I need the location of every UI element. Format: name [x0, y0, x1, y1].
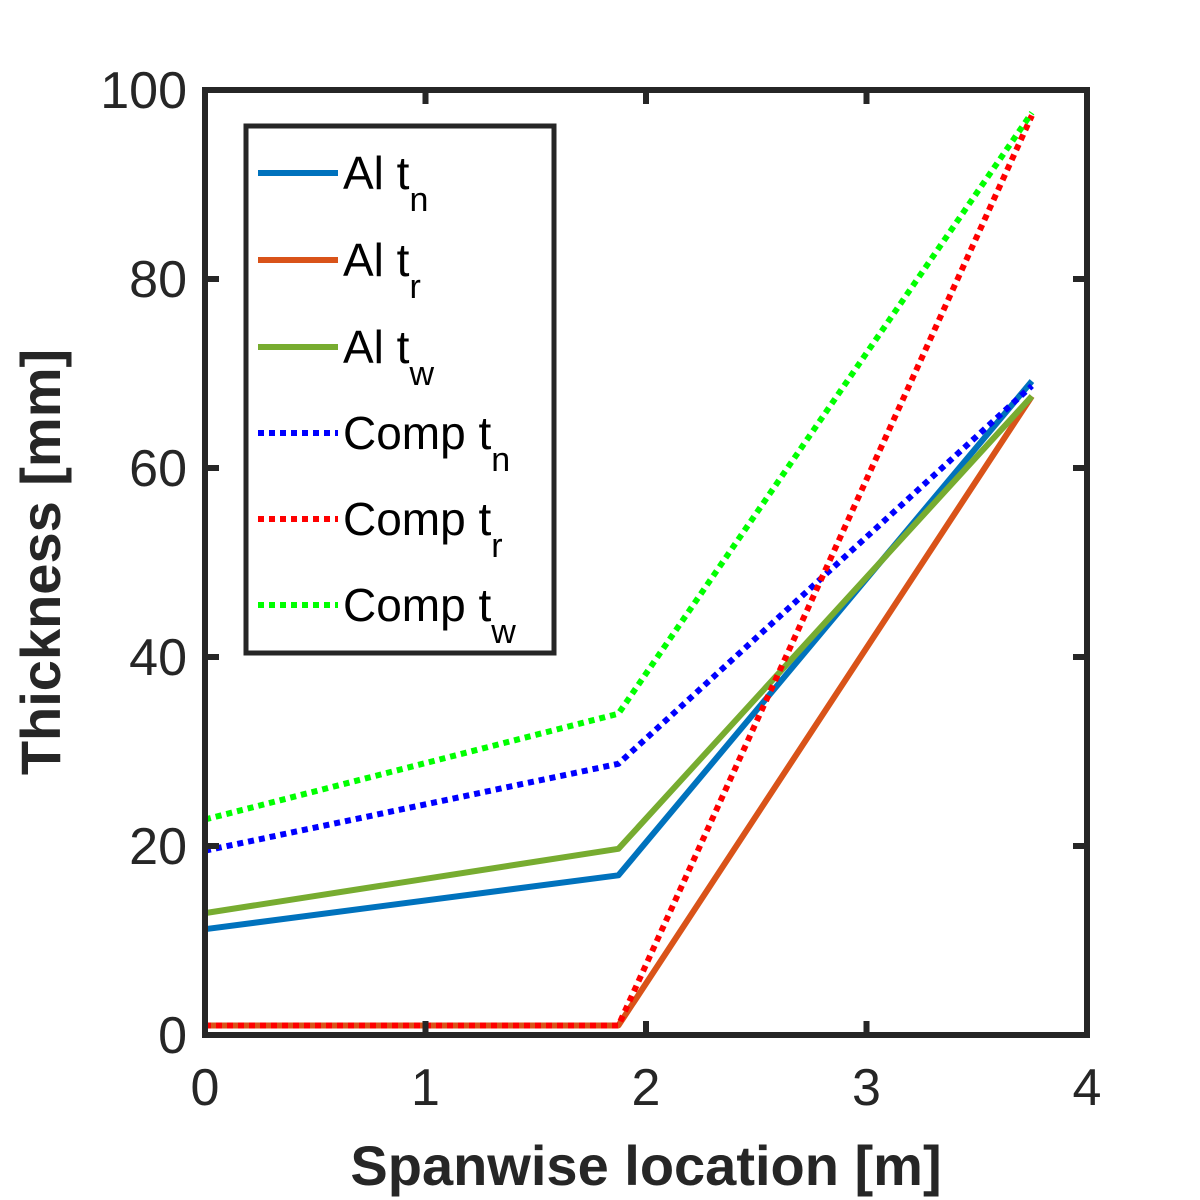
x-tick-label: 3 [852, 1059, 881, 1117]
legend-box [243, 123, 557, 656]
y-tick-label: 20 [129, 818, 187, 876]
series-line-comp-tn [204, 383, 1034, 854]
y-tick-label: 100 [100, 62, 187, 120]
plot-area [204, 110, 1035, 1029]
y-axis-title: Thickness [mm] [9, 349, 72, 775]
series-line-al-tw [204, 394, 1035, 917]
y-tick-label: 40 [129, 629, 187, 687]
series-line-comp-tr [205, 114, 1035, 1029]
x-tick-label: 0 [191, 1059, 220, 1117]
x-tick-label: 4 [1073, 1059, 1102, 1117]
x-tick-label: 1 [411, 1059, 440, 1117]
y-tick-label: 0 [158, 1007, 187, 1065]
y-tick-label: 60 [129, 440, 187, 498]
x-axis-title: Spanwise location [m] [350, 1134, 941, 1197]
x-tick-label: 2 [632, 1059, 661, 1117]
series-line-comp-tw [204, 110, 1035, 823]
y-tick-label: 80 [129, 251, 187, 309]
